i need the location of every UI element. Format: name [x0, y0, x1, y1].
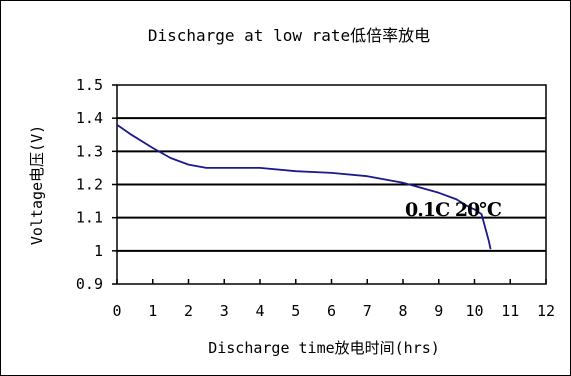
x-tick-label-3: 3	[220, 302, 229, 320]
y-tick-label-2: 1.3	[76, 142, 103, 160]
x-tick-label-1: 1	[148, 302, 157, 320]
series-layer	[116, 124, 492, 250]
y-tick-label-1: 1.4	[76, 109, 103, 127]
y-tick-label-3: 1.2	[76, 176, 103, 194]
y-axis-tick-labels: 1.5 1.4 1.3 1.2 1.1 1 0.9	[76, 76, 103, 293]
x-tick-label-5: 5	[291, 302, 300, 320]
chart-title: Discharge at low rate低倍率放电	[148, 26, 430, 45]
x-tick-label-10: 10	[465, 302, 483, 320]
x-tick-label-12: 12	[537, 302, 555, 320]
x-tick-label-6: 6	[327, 302, 336, 320]
y-tick-label-4: 1.1	[76, 209, 103, 227]
x-tick-label-11: 11	[501, 302, 519, 320]
x-tick-label-0: 0	[112, 302, 121, 320]
x-tick-label-8: 8	[398, 302, 407, 320]
x-tick-label-2: 2	[184, 302, 193, 320]
annotation-0: 0.1C 20℃	[405, 199, 501, 221]
y-axis-label: Voltage电压(V)	[28, 125, 46, 245]
gridlines	[117, 117, 546, 252]
x-tick-label-9: 9	[434, 302, 443, 320]
x-axis-label: Discharge time放电时间(hrs)	[208, 339, 440, 357]
y-tick-label-5: 1	[94, 242, 103, 260]
tick-marks	[112, 84, 547, 285]
y-tick-label-0: 1.5	[76, 76, 103, 94]
annotations: 0.1C 20℃	[405, 199, 502, 221]
y-tick-label-6: 0.9	[76, 275, 103, 293]
x-tick-label-4: 4	[255, 302, 264, 320]
series-line-0	[116, 124, 492, 250]
x-axis-tick-labels: 0 1 2 3 4 5 6 7 8 9 10 11 12	[112, 302, 555, 320]
x-tick-label-7: 7	[363, 302, 372, 320]
